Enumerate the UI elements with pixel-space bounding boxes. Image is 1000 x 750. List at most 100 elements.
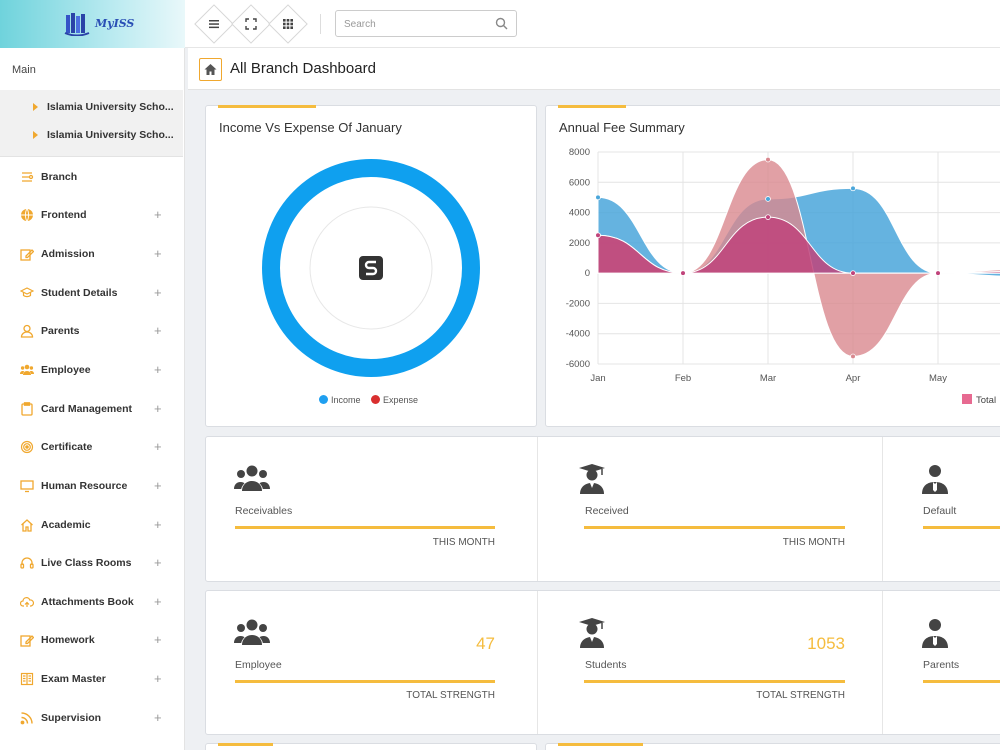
sidebar-item-label: Academic bbox=[41, 519, 91, 531]
stat-period: TOTAL STRENGTH bbox=[756, 690, 845, 701]
y-tick-label: 4000 bbox=[569, 208, 590, 219]
graduate-icon bbox=[579, 464, 605, 494]
data-point[interactable] bbox=[765, 196, 771, 202]
legend-item-income[interactable]: Income bbox=[319, 395, 361, 405]
panel-title: Annual Fee Summary bbox=[559, 120, 685, 135]
expand-icon[interactable]: + bbox=[154, 207, 162, 222]
data-point[interactable] bbox=[765, 156, 771, 163]
stat-card-students[interactable]: 1053 Students TOTAL STRENGTH bbox=[550, 591, 881, 734]
legend-item-expense[interactable]: Expense bbox=[371, 395, 418, 405]
users-icon bbox=[234, 465, 270, 491]
expand-icon[interactable]: + bbox=[154, 594, 162, 609]
expand-icon[interactable]: + bbox=[154, 710, 162, 725]
stat-period: TOTAL STRENGTH bbox=[406, 690, 495, 701]
data-point[interactable] bbox=[850, 185, 856, 192]
top-bar: MyISS bbox=[0, 0, 1000, 48]
data-point[interactable] bbox=[765, 214, 771, 220]
y-tick-label: 0 bbox=[585, 268, 590, 279]
divider bbox=[537, 591, 538, 734]
sidebar-item-student-details[interactable]: Student Details + bbox=[0, 279, 183, 309]
grid-icon bbox=[283, 19, 293, 29]
stat-card-received[interactable]: Received THIS MONTH bbox=[550, 437, 881, 581]
clipboard-icon bbox=[21, 402, 33, 416]
rss-icon bbox=[20, 712, 33, 725]
sidebar-item-label: Attachments Book bbox=[41, 596, 134, 608]
sidebar-item-branch[interactable]: Branch bbox=[0, 163, 183, 193]
income-doughnut-chart[interactable] bbox=[251, 148, 491, 388]
data-point[interactable] bbox=[850, 270, 856, 276]
data-point[interactable] bbox=[935, 270, 941, 276]
expand-icon[interactable]: + bbox=[154, 285, 162, 300]
search-icon[interactable] bbox=[495, 17, 508, 30]
menu-toggle-button[interactable] bbox=[194, 4, 234, 44]
sidebar-item-homework[interactable]: Homework + bbox=[0, 626, 183, 656]
panel-title: Income Vs Expense Of January bbox=[219, 120, 402, 135]
stat-progress-bar bbox=[235, 526, 495, 529]
stat-progress-bar bbox=[235, 680, 495, 683]
legend-label: Total bbox=[976, 395, 997, 406]
x-tick-label: Apr bbox=[846, 373, 861, 384]
businessman-icon bbox=[922, 465, 948, 494]
sidebar-item-academic[interactable]: Academic + bbox=[0, 511, 183, 541]
expand-icon[interactable]: + bbox=[154, 671, 162, 686]
expand-icon[interactable]: + bbox=[154, 439, 162, 454]
income-ring[interactable] bbox=[262, 159, 480, 377]
stat-period: THIS MONTH bbox=[782, 537, 845, 548]
sidebar-section-label: Main bbox=[12, 64, 36, 76]
stat-card-default[interactable]: Default bbox=[894, 437, 1000, 581]
sidebar-item-certificate[interactable]: Certificate + bbox=[0, 433, 183, 463]
stat-card-receivables[interactable]: Receivables THIS MONTH bbox=[206, 437, 537, 581]
sidebar-item-supervision[interactable]: Supervision + bbox=[0, 704, 183, 734]
stat-label: Received bbox=[585, 505, 629, 517]
branch-icon bbox=[22, 172, 34, 182]
expand-icon[interactable]: + bbox=[154, 362, 162, 377]
expand-icon[interactable]: + bbox=[154, 478, 162, 493]
sidebar-item-frontend[interactable]: Frontend + bbox=[0, 201, 183, 231]
sidebar-item-live-class-rooms[interactable]: Live Class Rooms + bbox=[0, 549, 183, 579]
expand-icon[interactable]: + bbox=[154, 401, 162, 416]
brand-area[interactable]: MyISS bbox=[0, 0, 185, 48]
sidebar-item-parents[interactable]: Parents + bbox=[0, 317, 183, 347]
home-icon bbox=[21, 519, 33, 532]
caret-right-icon bbox=[33, 103, 38, 111]
apps-grid-button[interactable] bbox=[268, 4, 308, 44]
sidebar-item-admission[interactable]: Admission + bbox=[0, 240, 183, 270]
series-area[interactable] bbox=[597, 216, 1000, 274]
expand-icon[interactable]: + bbox=[154, 555, 162, 570]
data-point[interactable] bbox=[595, 194, 601, 201]
fullscreen-button[interactable] bbox=[231, 4, 271, 44]
data-point[interactable] bbox=[680, 270, 686, 276]
stat-card-employee[interactable]: 47 Employee TOTAL STRENGTH bbox=[206, 591, 537, 734]
expand-icon[interactable]: + bbox=[154, 517, 162, 532]
sidebar-item-label: Frontend bbox=[41, 209, 87, 221]
stat-card-parents[interactable]: Parents bbox=[894, 591, 1000, 734]
fullscreen-icon bbox=[245, 18, 257, 30]
sidebar-item-employee[interactable]: Employee + bbox=[0, 356, 183, 386]
branch-item-label: Islamia University Scho... bbox=[47, 129, 174, 141]
expand-icon[interactable]: + bbox=[154, 632, 162, 647]
search-input[interactable] bbox=[344, 16, 484, 32]
sidebar-item-label: Live Class Rooms bbox=[41, 557, 132, 569]
stat-label: Receivables bbox=[235, 505, 293, 517]
chart-legend[interactable]: Total bbox=[962, 394, 996, 406]
sidebar-item-exam-master[interactable]: Exam Master + bbox=[0, 665, 183, 695]
sidebar-item-human-resource[interactable]: Human Resource + bbox=[0, 472, 183, 502]
sidebar-item-label: Card Management bbox=[41, 403, 133, 415]
sidebar-item-label: Exam Master bbox=[41, 673, 106, 685]
home-button[interactable] bbox=[199, 58, 222, 81]
sidebar-item-label: Branch bbox=[41, 171, 78, 183]
hamburger-icon bbox=[209, 20, 219, 29]
panel-accent bbox=[218, 743, 273, 746]
stat-period: THIS MONTH bbox=[432, 537, 495, 548]
legend-swatch bbox=[962, 394, 972, 404]
page-header: All Branch Dashboard bbox=[188, 48, 1000, 90]
branch-item-label: Islamia University Scho... bbox=[47, 101, 174, 113]
expand-icon[interactable]: + bbox=[154, 323, 162, 338]
stat-label: Students bbox=[585, 659, 627, 671]
sidebar-item-card-management[interactable]: Card Management + bbox=[0, 395, 183, 425]
sidebar-item-attachments-book[interactable]: Attachments Book + bbox=[0, 588, 183, 618]
data-point[interactable] bbox=[850, 353, 856, 360]
data-point[interactable] bbox=[595, 232, 601, 239]
expand-icon[interactable]: + bbox=[154, 246, 162, 261]
